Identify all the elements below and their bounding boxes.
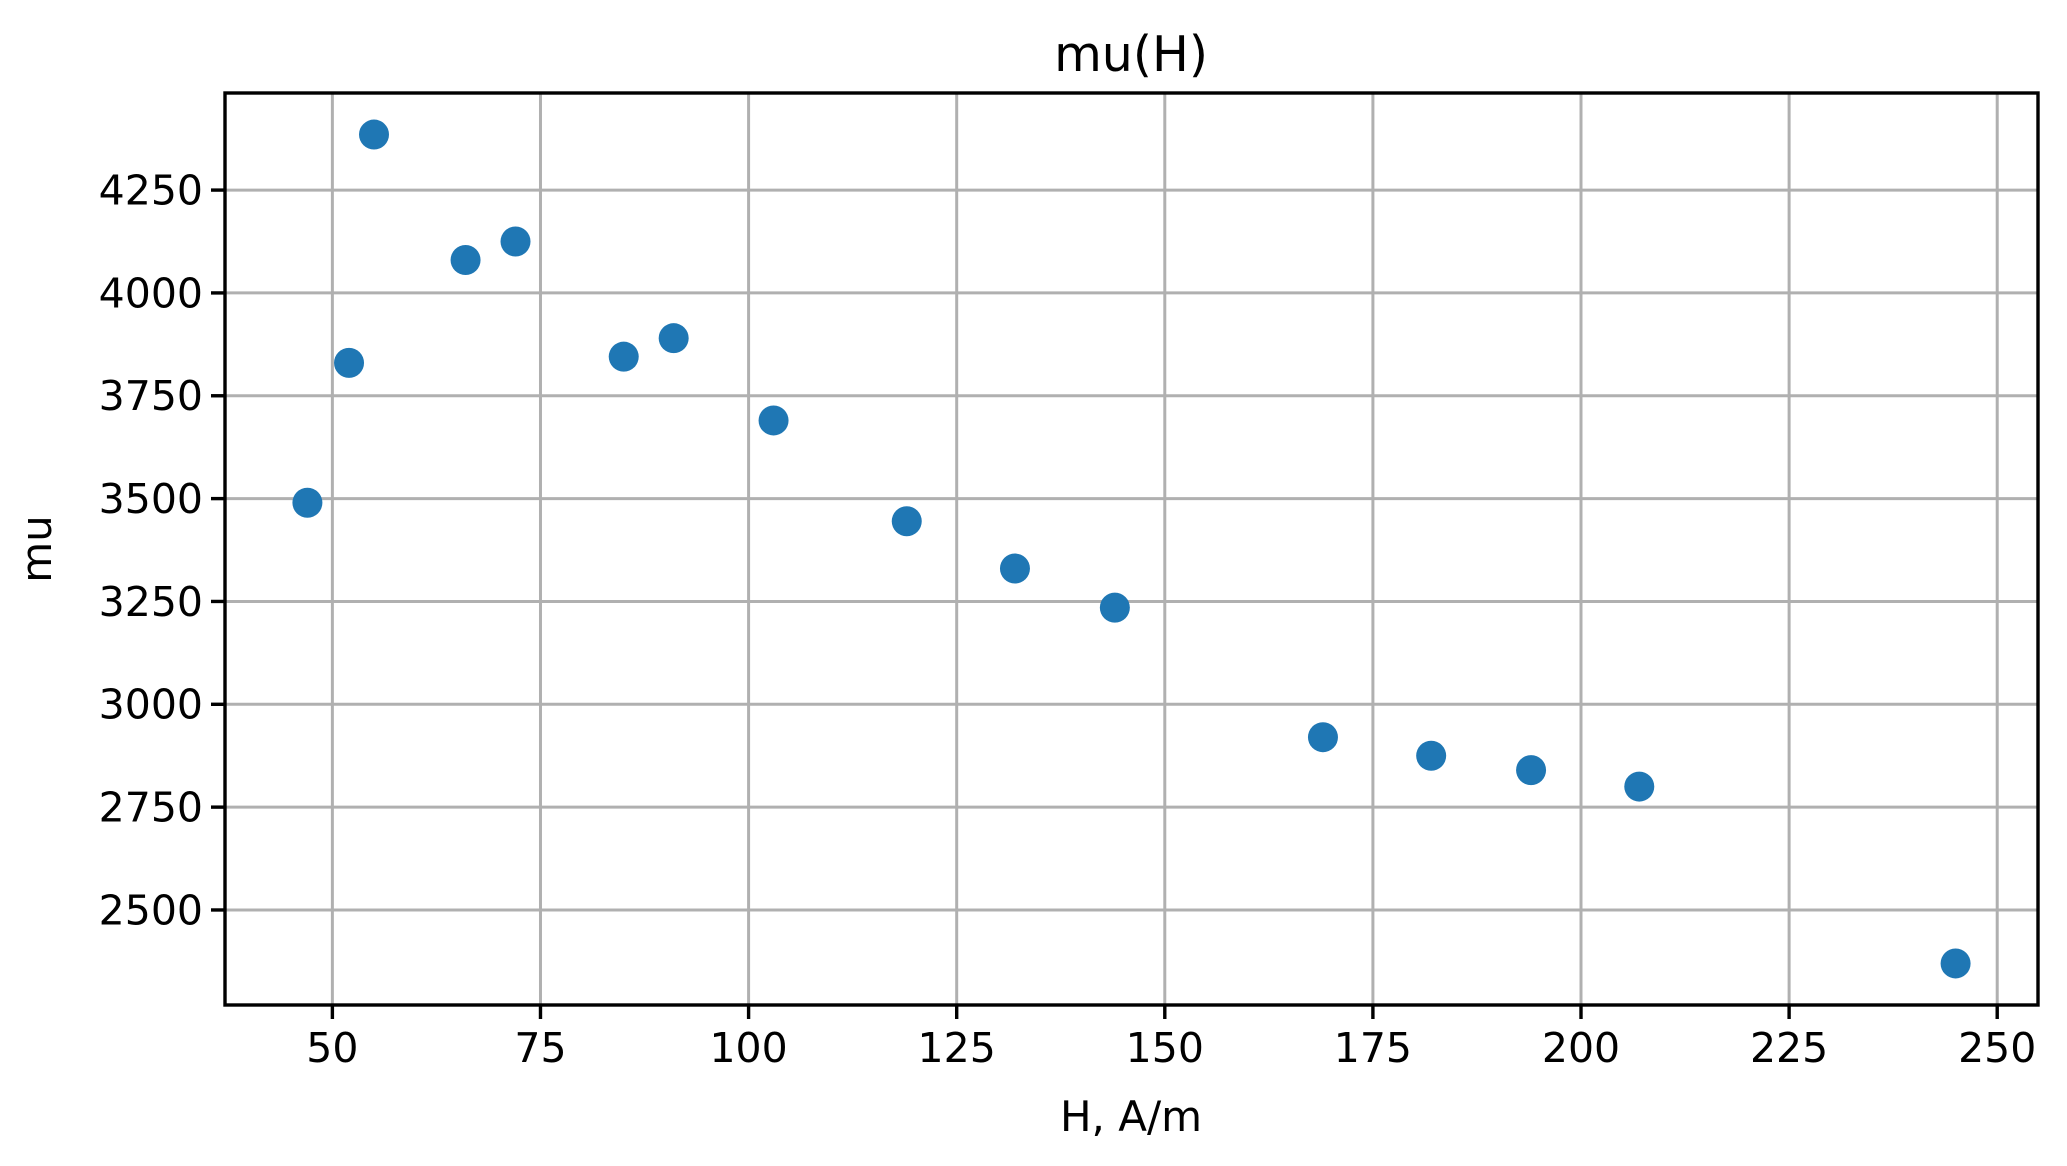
data-point	[1624, 771, 1655, 802]
y-tick-label: 4250	[99, 166, 203, 214]
chart-title: mu(H)	[1054, 26, 1208, 83]
data-point	[758, 405, 789, 436]
x-axis-label: H, A/m	[1060, 1092, 1202, 1141]
data-point	[1516, 755, 1547, 786]
data-point	[334, 347, 365, 378]
x-tick-label: 125	[918, 1024, 996, 1072]
data-point	[608, 341, 639, 372]
x-tick-label: 175	[1334, 1024, 1412, 1072]
data-point	[891, 506, 922, 537]
data-point	[658, 323, 689, 354]
x-tick-label: 200	[1542, 1024, 1620, 1072]
data-point	[450, 245, 481, 276]
data-point	[1307, 722, 1338, 753]
grid-layer	[225, 93, 2038, 1005]
y-tick-label: 3250	[99, 578, 203, 626]
y-tick-label: 3750	[99, 372, 203, 420]
tick-layer: 50 75 100 125 150 175 200 225 250 2500 2750 3000 325…	[99, 166, 2037, 1072]
x-tick-label: 150	[1126, 1024, 1204, 1072]
x-tick-label: 250	[1958, 1024, 2036, 1072]
data-point	[359, 119, 390, 150]
data-point	[1416, 740, 1447, 771]
data-point	[1099, 592, 1130, 623]
y-tick-label: 3500	[99, 475, 203, 523]
x-tick-label: 100	[709, 1024, 787, 1072]
data-point	[292, 487, 323, 518]
data-point	[500, 226, 531, 257]
data-point	[999, 553, 1030, 584]
y-tick-label: 3000	[99, 681, 203, 729]
data-point	[1940, 948, 1971, 979]
axes-box	[223, 91, 2040, 1007]
data-point-layer	[292, 119, 1971, 979]
y-tick-label: 4000	[99, 269, 203, 317]
y-tick-label: 2500	[99, 886, 203, 934]
y-axis-label: mu	[12, 515, 61, 583]
y-tick-label: 2750	[99, 783, 203, 831]
x-tick-label: 75	[514, 1024, 566, 1072]
x-tick-label: 50	[306, 1024, 358, 1072]
x-tick-label: 225	[1750, 1024, 1828, 1072]
